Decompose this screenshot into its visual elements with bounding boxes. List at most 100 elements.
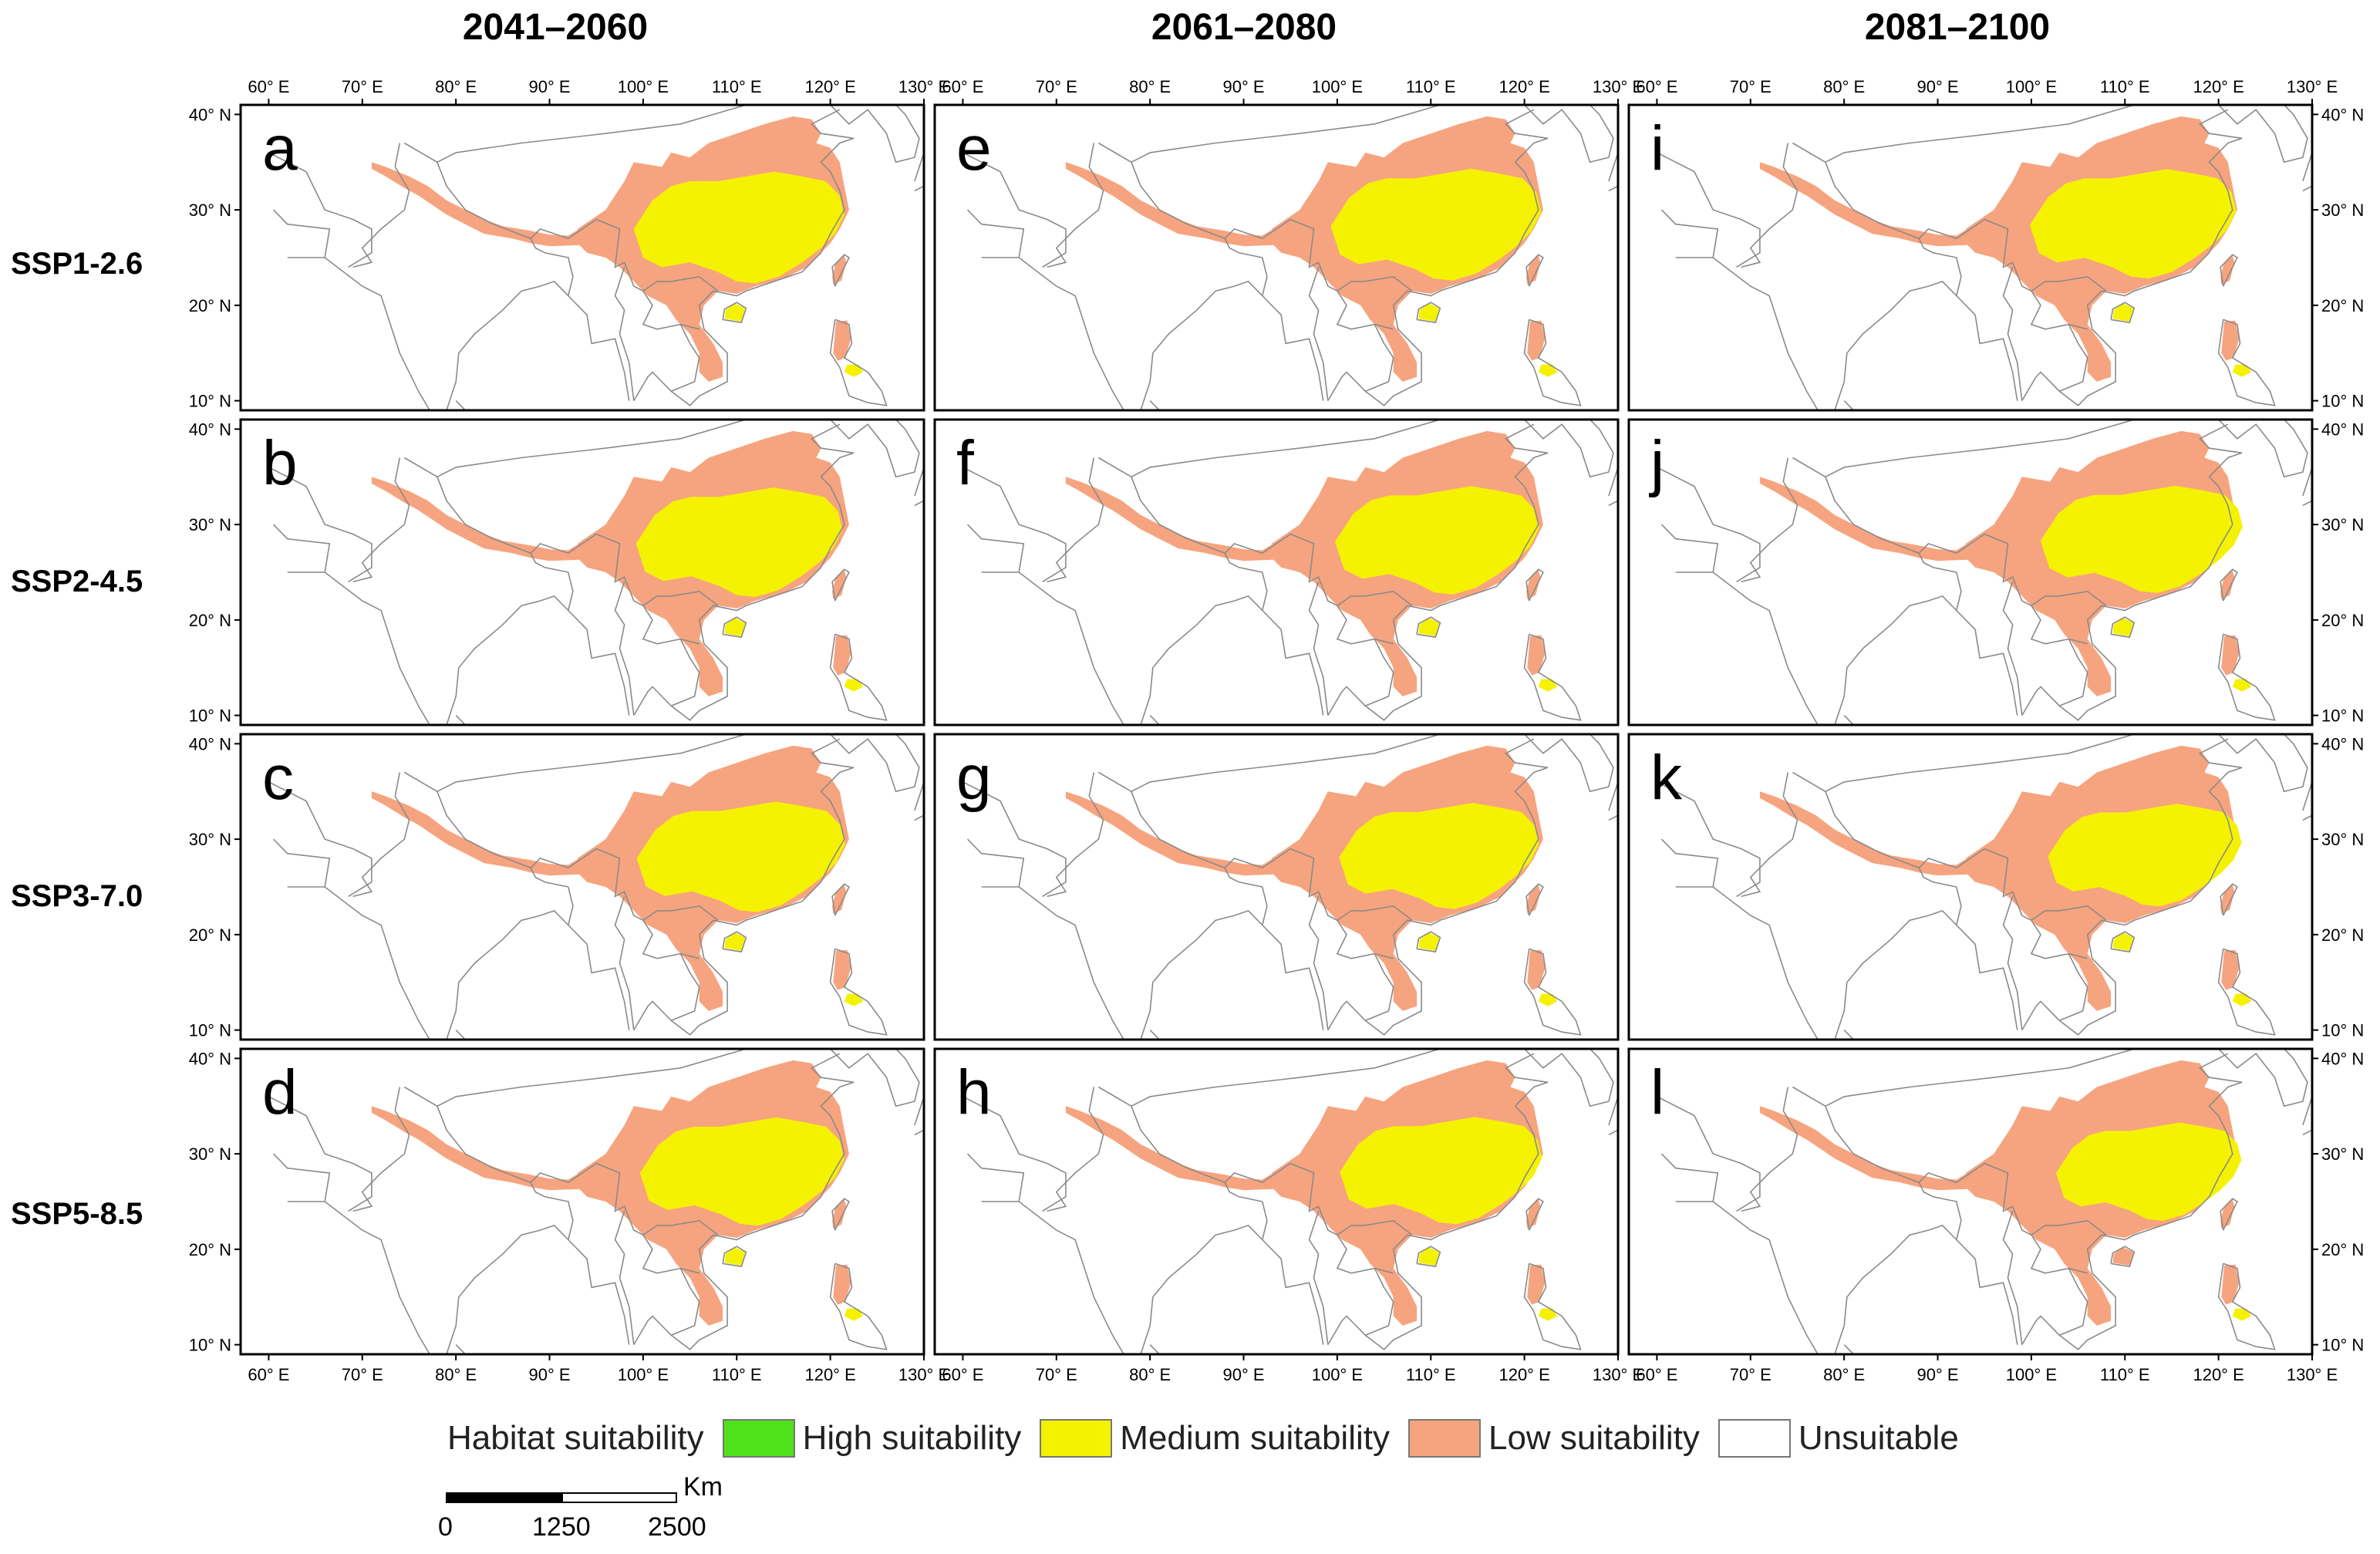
country-border [1608,152,1618,192]
country-border [722,931,747,953]
country-border [830,420,920,478]
country-border [2068,638,2088,645]
panel-frame [1627,733,2314,1041]
medium-suitability-area [1418,618,1440,636]
lon-tick-label: 100° E [2006,77,2057,96]
map-content [962,734,1618,1040]
country-border [1047,457,1104,583]
lon-tick-label: 100° E [618,77,669,96]
country-border [1308,1211,1329,1345]
scale-bar-segment-dark [446,1492,561,1503]
lat-tick-label: 40° N [189,420,231,439]
medium-suitability-area [2112,303,2134,322]
medium-suitability-area [724,303,746,322]
low-suitability-area [2220,1199,2235,1229]
low-suitability-area [1065,791,1300,876]
country-border [1525,568,1544,602]
country-border [633,109,855,406]
medium-suitability-area [2055,1122,2242,1221]
country-border [1843,715,1855,725]
low-suitability-area [1527,635,1546,676]
country-border [981,571,1324,725]
country-border [829,1262,888,1350]
lat-tick-label: 10° N [2321,392,2364,411]
lat-tick-label: 10° N [189,706,231,726]
country-border [1825,734,2210,793]
country-border [2302,467,2312,507]
column-title-1: 2041–2060 [462,7,649,48]
country-border [1918,552,1962,611]
lon-tick-label: 130° E [2287,1365,2338,1384]
medium-suitability-area [1418,932,1440,951]
low-suitability-area [371,791,606,876]
country-border [1374,638,1394,645]
country-border [1741,143,1798,268]
map-content [1657,105,2312,410]
country-border [642,605,700,707]
low-suitability-area [833,949,851,990]
map-panel: j 40° N 30° N 20° N 10° N [1627,418,2364,726]
country-border [2068,952,2088,959]
country-border [1097,457,1413,607]
map-grid: a 60° E 70° E 80° E 90° E 100° E 110° E 120° E 1… [189,77,2365,1384]
low-suitability-area [1065,477,1300,561]
country-border [287,571,630,725]
lon-tick-label: 130° E [898,1365,949,1384]
lat-tick-label: 30° N [189,201,231,220]
low-suitability-area [833,635,851,676]
low-suitability-area [1527,320,1546,361]
country-border [455,400,467,410]
country-border [1308,581,1329,716]
medium-suitability-area [633,171,844,284]
country-border [2302,1096,2312,1136]
country-border [1047,772,1104,898]
country-border [2110,931,2136,953]
lon-tick-label: 120° E [2193,77,2243,96]
medium-suitability-area [2232,364,2252,377]
country-border [2030,1234,2088,1337]
medium-suitability-area [2112,618,2134,636]
panel-label: j [1649,428,1664,498]
row-title-ssp5: SSP5-8.5 [11,1197,143,1231]
country-border [403,457,719,607]
lat-tick-label: 20° N [2321,1240,2364,1259]
country-border [1523,319,1582,406]
country-border [2110,302,2136,324]
low-suitability-area [1759,1106,1994,1191]
country-border [962,467,1067,583]
legend-swatch-low [1407,1419,1481,1458]
lon-tick-label: 120° E [2193,1365,2243,1384]
country-border [1097,142,1413,292]
row-title-ssp3: SSP3-7.0 [11,879,143,913]
country-border [2068,1267,2088,1274]
country-border [1657,781,1761,898]
country-border [966,209,1025,258]
country-border [2220,883,2238,916]
country-border [1792,457,2107,607]
country-border [1224,1182,1268,1240]
medium-suitability-area [639,1117,844,1226]
country-border [829,948,888,1036]
lat-tick-label: 10° N [2321,706,2364,726]
country-border [981,257,1324,410]
column-title-3: 2081–2100 [1864,7,2051,48]
scale-bar-unit: Km [683,1472,723,1502]
country-border [437,1049,821,1107]
lon-tick-label: 120° E [804,77,855,96]
panel-label: h [956,1057,992,1128]
country-border [1131,734,1515,793]
country-border [2217,948,2276,1036]
low-suitability-area [1526,885,1541,914]
map-panel: c 40° N 30° N 20° N 10° N [189,733,925,1041]
country-border [2217,319,2276,406]
country-border [1327,1053,1549,1350]
country-border [1675,886,2018,1040]
country-border [1416,616,1441,639]
lat-tick-label: 30° N [2321,1144,2364,1164]
lat-tick-label: 10° N [189,1021,231,1040]
panel-frame [1627,1047,2314,1356]
country-border [1336,1234,1394,1337]
country-border [914,1096,924,1136]
lat-tick-label: 30° N [2321,515,2364,534]
lon-tick-label: 100° E [2006,1365,2057,1384]
